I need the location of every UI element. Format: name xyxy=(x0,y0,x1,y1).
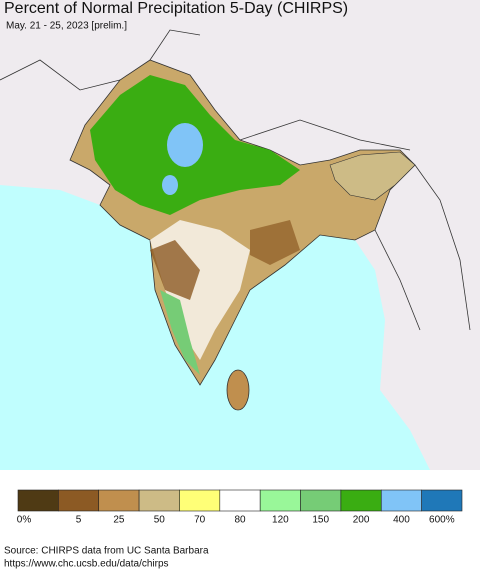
legend-label: 150 xyxy=(312,515,329,526)
legend-swatch xyxy=(98,489,140,512)
legend-swatch xyxy=(179,489,221,512)
central-dry-area xyxy=(150,240,200,300)
legend-label: 50 xyxy=(154,515,166,526)
legend-swatch xyxy=(300,489,342,512)
source-url: https://www.chc.ucsb.edu/data/chirps xyxy=(4,559,169,570)
very-wet-area xyxy=(167,123,203,167)
country-borders xyxy=(0,29,471,331)
legend-label: 0% xyxy=(17,515,32,526)
legend-label: 400 xyxy=(393,515,410,526)
legend-swatch xyxy=(219,489,261,512)
legend-swatch xyxy=(17,489,59,512)
legend-swatch xyxy=(58,489,100,512)
very-wet-area xyxy=(162,175,178,195)
legend-label: 200 xyxy=(353,515,370,526)
northeast-area xyxy=(329,151,416,201)
east-dry-area xyxy=(250,220,300,265)
source-line: Source: CHIRPS data from UC Santa Barbar… xyxy=(4,546,209,557)
title: Percent of Normal Precipitation 5-Day (C… xyxy=(4,0,348,17)
legend-label: 80 xyxy=(234,515,246,526)
legend-label: 120 xyxy=(272,515,289,526)
map xyxy=(0,0,480,470)
legend: 0% 5 25 50 70 80 120 150 200 400 600% xyxy=(17,489,463,526)
legend-label: 70 xyxy=(194,515,206,526)
legend-label: 600% xyxy=(429,515,455,526)
sri-lanka xyxy=(226,369,250,411)
ocean xyxy=(0,185,430,470)
west-coast-wet-area xyxy=(160,290,200,375)
legend-swatch xyxy=(259,489,301,512)
legend-label: 25 xyxy=(113,515,125,526)
subtitle: May. 21 - 25, 2023 [prelim.] xyxy=(6,21,127,32)
legend-swatch xyxy=(380,489,422,512)
legend-label: 5 xyxy=(76,515,82,526)
legend-swatch xyxy=(138,489,180,512)
legend-swatch xyxy=(340,489,382,512)
legend-swatch xyxy=(421,489,463,512)
